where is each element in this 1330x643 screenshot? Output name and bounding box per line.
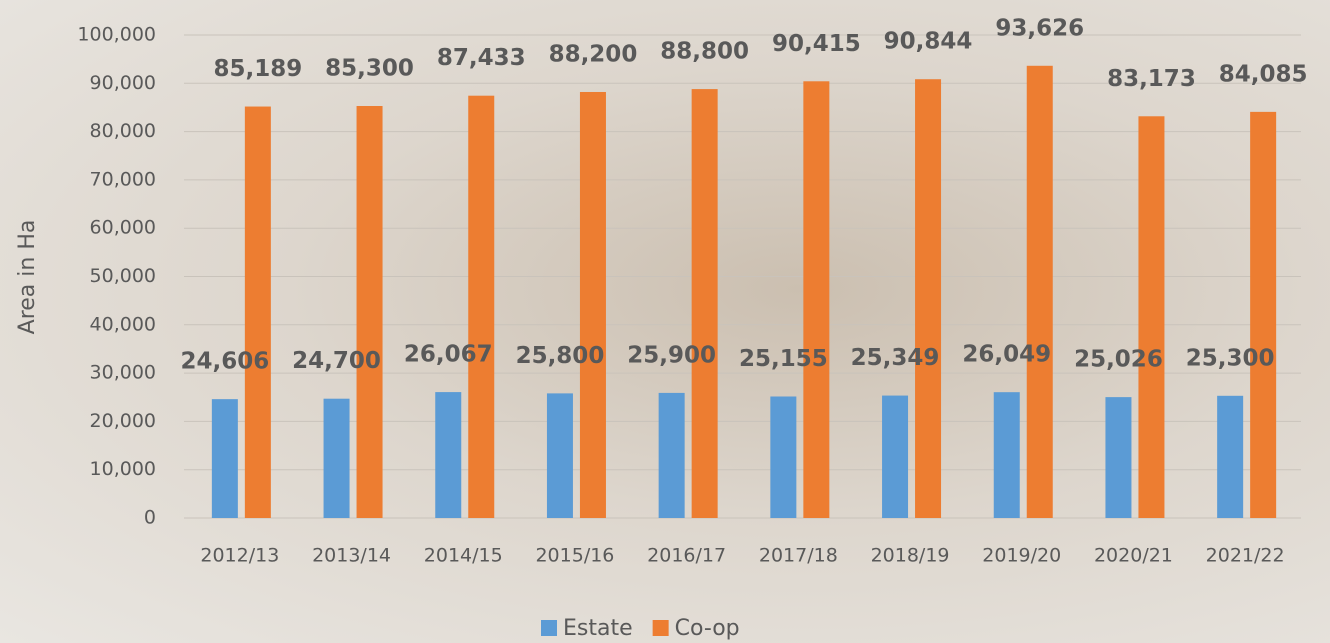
y-tick-label: 10,000 <box>90 458 156 480</box>
data-label: 26,067 <box>404 342 493 368</box>
data-label: 85,189 <box>213 56 302 82</box>
y-tick-label: 90,000 <box>90 72 156 94</box>
legend-swatch <box>652 620 669 636</box>
x-tick-label: 2016/17 <box>647 545 726 567</box>
x-tick-label: 2019/20 <box>982 545 1061 567</box>
legend-label: Estate <box>563 616 633 641</box>
bar <box>356 106 383 518</box>
y-tick-label: 80,000 <box>90 120 156 142</box>
data-label: 25,155 <box>739 346 828 372</box>
data-label: 90,844 <box>884 29 973 55</box>
y-tick-label: 0 <box>144 507 156 529</box>
bar <box>882 395 909 518</box>
data-label: 26,049 <box>962 342 1051 368</box>
bar <box>579 91 606 518</box>
bar <box>770 396 797 518</box>
data-label: 24,700 <box>292 348 381 374</box>
bar <box>993 392 1020 518</box>
bar <box>435 392 462 518</box>
y-tick-label: 60,000 <box>90 217 156 239</box>
x-tick-label: 2021/22 <box>1206 545 1285 567</box>
bar <box>211 399 238 518</box>
bar <box>691 89 718 518</box>
bar <box>1138 116 1165 518</box>
y-tick-label: 40,000 <box>90 313 156 335</box>
y-tick-label: 70,000 <box>90 168 156 190</box>
data-label: 87,433 <box>437 45 526 71</box>
y-tick-label: 30,000 <box>90 362 156 384</box>
bar <box>803 81 830 519</box>
bar <box>915 79 942 518</box>
y-axis-title: Area in Ha <box>15 220 40 335</box>
data-label: 93,626 <box>995 15 1084 41</box>
bar <box>658 392 685 518</box>
data-label: 25,300 <box>1186 345 1275 371</box>
data-label: 83,173 <box>1107 66 1196 92</box>
bar <box>323 398 350 518</box>
data-label: 25,900 <box>627 342 716 368</box>
bar <box>244 106 271 518</box>
bar <box>1250 111 1277 519</box>
x-tick-label: 2014/15 <box>424 545 503 567</box>
data-label: 88,800 <box>660 39 749 65</box>
legend-swatch <box>541 620 557 636</box>
data-label: 88,200 <box>549 41 638 67</box>
x-tick-label: 2020/21 <box>1094 545 1173 567</box>
bar <box>546 393 573 518</box>
y-tick-label: 50,000 <box>90 265 156 287</box>
bar <box>468 95 495 518</box>
data-label: 25,800 <box>516 343 605 369</box>
bar <box>1026 65 1053 518</box>
data-label: 24,606 <box>180 349 269 375</box>
x-tick-label: 2017/18 <box>759 545 838 567</box>
x-tick-label: 2015/16 <box>535 545 614 567</box>
x-tick-label: 2013/14 <box>312 545 391 567</box>
y-tick-label: 100,000 <box>77 24 156 46</box>
y-tick-label: 20,000 <box>90 410 156 432</box>
data-label: 90,415 <box>772 31 861 57</box>
data-label: 85,300 <box>325 56 414 82</box>
data-label: 25,349 <box>851 345 940 371</box>
bar <box>1217 395 1244 518</box>
data-label: 84,085 <box>1219 61 1308 87</box>
bar <box>1105 397 1132 518</box>
data-label: 25,026 <box>1074 347 1163 373</box>
x-tick-label: 2012/13 <box>200 545 279 567</box>
x-tick-label: 2018/19 <box>871 545 950 567</box>
legend-label: Co-op <box>675 616 740 641</box>
